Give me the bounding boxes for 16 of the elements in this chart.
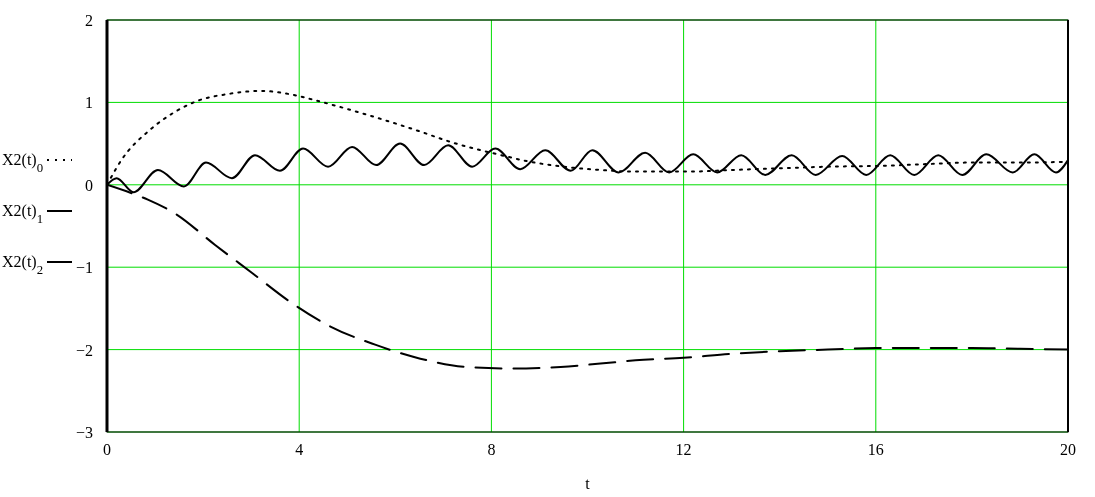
legend-label: X2(t)$_{0}$ (2, 151, 44, 175)
y-tick-label: 2 (85, 12, 93, 29)
y-tick-label: −1 (75, 259, 93, 277)
y-tick-label: 1 (85, 94, 93, 112)
x-tick-label: 8 (487, 441, 496, 458)
y-tick-label: −2 (75, 341, 93, 359)
x-tick-label: 0 (103, 441, 111, 458)
x-tick-label: 20 (1060, 441, 1076, 458)
x-tick-label: 4 (295, 441, 304, 458)
y-tick-label: 0 (85, 176, 93, 194)
legend-label: X2(t)$_{2}$ (2, 253, 44, 277)
legend-label: X2(t)$_{1}$ (2, 202, 44, 226)
x-tick-label: 12 (675, 441, 692, 458)
y-tick-label: −3 (75, 424, 93, 441)
x-tick-label: 16 (867, 441, 884, 458)
x-axis-title: t (585, 475, 591, 492)
